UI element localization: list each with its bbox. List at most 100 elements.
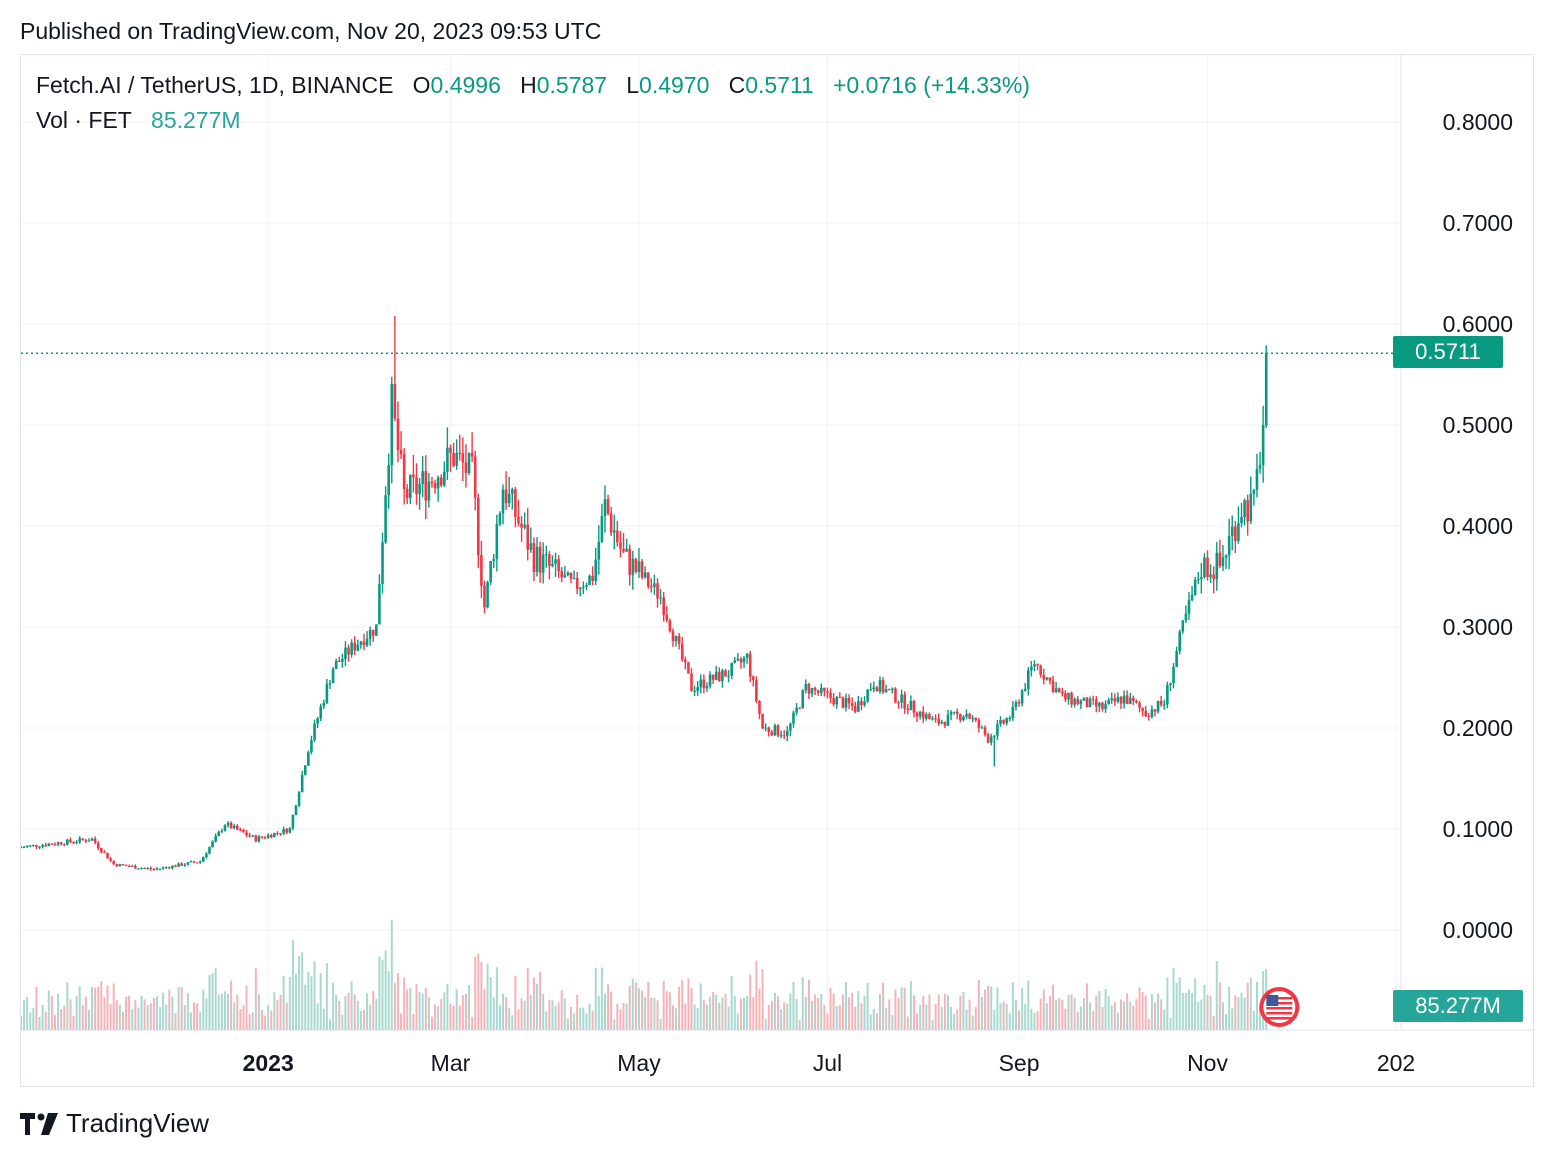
candle-body	[931, 718, 934, 720]
volume-bar	[1246, 982, 1249, 1030]
symbol-label[interactable]: Fetch.AI / TetherUS, 1D, BINANCE	[36, 72, 394, 98]
candle-body	[1060, 691, 1064, 694]
candle-body	[198, 861, 202, 863]
volume-bar	[860, 1003, 863, 1030]
candle-body	[1169, 683, 1172, 686]
volume-bar	[826, 1013, 829, 1030]
volume-bar	[502, 993, 505, 1030]
candle-body	[106, 852, 109, 859]
volume-bar	[196, 1003, 199, 1030]
candle-body	[1079, 700, 1083, 705]
candle-body	[328, 683, 332, 685]
candle-body	[925, 714, 928, 719]
volume-bar	[335, 994, 338, 1030]
candle-body	[999, 719, 1002, 725]
volume-bar	[980, 996, 983, 1030]
volume-bar	[1231, 1008, 1234, 1030]
ohlc-legend: Fetch.AI / TetherUS, 1D, BINANCE O0.4996…	[36, 72, 1030, 99]
x-tick-label: 202	[1377, 1050, 1415, 1076]
candle-body	[1039, 665, 1042, 676]
volume-bar	[891, 1014, 894, 1030]
volume-bar	[684, 1003, 687, 1030]
volume-bar	[1126, 993, 1129, 1030]
volume-bar	[872, 1008, 875, 1030]
volume-bar	[103, 996, 106, 1030]
candle-body	[183, 864, 187, 866]
volume-bar	[931, 1020, 934, 1030]
candle-body	[829, 692, 832, 699]
candle-body	[696, 687, 699, 691]
volume-bar	[341, 1014, 344, 1030]
candle-body	[489, 560, 492, 583]
candle-body	[1098, 702, 1101, 707]
candle-body	[810, 687, 814, 694]
volume-bar	[94, 987, 97, 1030]
volume-bar	[505, 997, 508, 1030]
candle-body	[263, 837, 267, 839]
volume-bar	[118, 1004, 121, 1030]
candle-body	[501, 489, 505, 514]
volume-label[interactable]: Vol · FET	[36, 107, 132, 133]
volume-bar	[372, 991, 375, 1030]
candle-body	[597, 541, 601, 560]
x-tick-label: Nov	[1187, 1050, 1228, 1076]
volume-bar	[455, 989, 458, 1030]
volume-bar	[66, 982, 69, 1030]
volume-bar	[838, 1005, 841, 1030]
volume-bar	[517, 1009, 520, 1030]
candle-body	[881, 680, 885, 693]
candle-body	[742, 657, 746, 663]
volume-bar	[242, 1005, 245, 1030]
candlestick-chart[interactable]: 0.8000 0.7000 0.6000 0.5000 0.4000 0.3000 0.20…	[21, 55, 1535, 1088]
candle-body	[668, 620, 672, 632]
volume-bar	[214, 968, 217, 1030]
candle-body	[334, 660, 338, 669]
candle-body	[347, 647, 350, 655]
candle-body	[517, 516, 520, 524]
candle-body	[937, 719, 940, 724]
x-tick-label: Sep	[999, 1050, 1040, 1076]
candle-body	[232, 825, 236, 829]
candle-body	[458, 452, 462, 454]
candle-body	[205, 853, 208, 858]
tradingview-brand[interactable]: TradingView	[20, 1108, 209, 1139]
candle-body	[1014, 702, 1018, 707]
candle-body	[758, 700, 761, 714]
candle-body	[1091, 698, 1095, 700]
volume-bar	[1150, 994, 1153, 1030]
volume-bar	[1255, 981, 1258, 1030]
volume-bar	[21, 1015, 22, 1030]
candle-body	[819, 687, 823, 693]
volume-bar	[943, 993, 946, 1030]
volume-bar	[495, 967, 498, 1030]
candle-body	[53, 844, 57, 846]
candle-body	[968, 713, 971, 719]
volume-bar	[137, 1007, 140, 1030]
chart-frame[interactable]: 0.8000 0.7000 0.6000 0.5000 0.4000 0.3000 0.20…	[20, 54, 1535, 1088]
candle-body	[121, 864, 125, 866]
candle-body	[78, 838, 82, 843]
candle-body	[66, 839, 69, 845]
volume-bar	[171, 996, 174, 1030]
close-label: C	[728, 72, 746, 98]
candle-body	[946, 714, 950, 726]
candle-body	[1116, 697, 1120, 702]
candle-body	[940, 721, 944, 724]
candle-body	[146, 868, 149, 870]
volume-bar	[245, 985, 248, 1030]
volume-bar	[211, 973, 214, 1030]
candle-body	[415, 477, 418, 495]
candle-body	[622, 548, 625, 552]
candle-body	[134, 865, 137, 869]
candle-body	[467, 452, 471, 473]
volume-bar	[888, 999, 891, 1030]
candle-body	[891, 688, 894, 690]
candle-body	[1218, 552, 1222, 567]
volume-bar	[1086, 983, 1089, 1030]
candle-body	[186, 862, 190, 865]
us-flag-stripe	[1266, 997, 1293, 1000]
candle-body	[943, 721, 947, 726]
volume-bar	[1067, 994, 1070, 1030]
candle-body	[1042, 675, 1046, 680]
volume-bar	[106, 985, 109, 1030]
